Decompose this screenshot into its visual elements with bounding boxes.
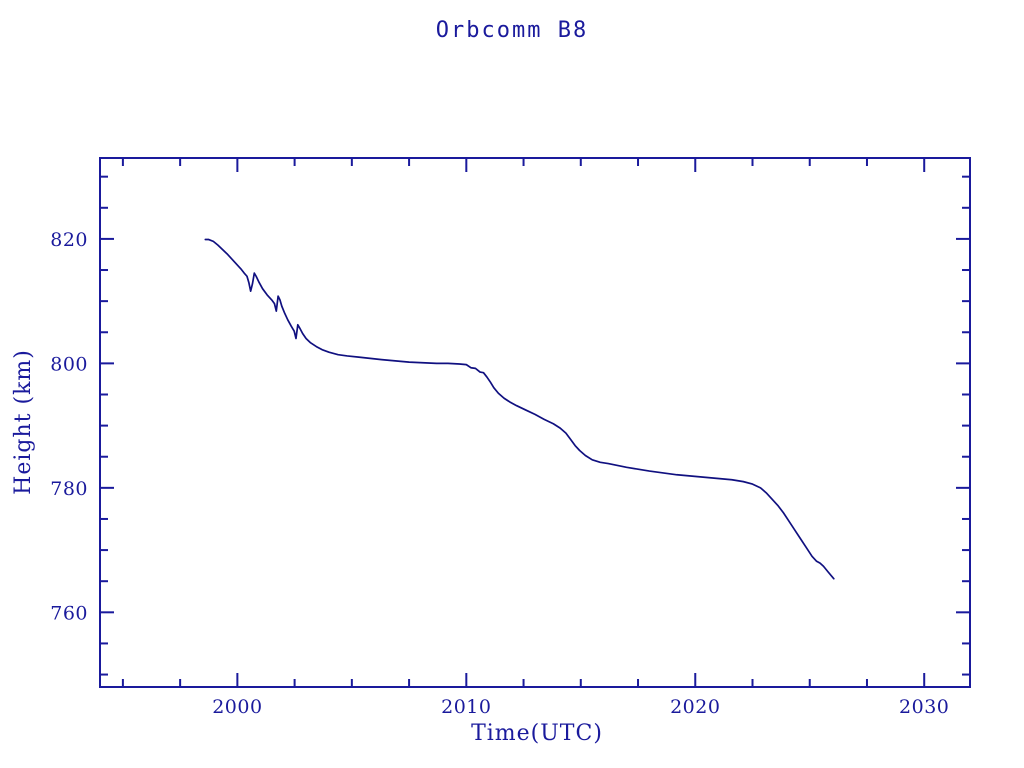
y-axis-tick-labels: 760 780 800 820 bbox=[50, 229, 88, 624]
x-axis-tick-labels: 2000 2010 2020 2030 bbox=[212, 696, 949, 718]
chart-title: Orbcomm B8 bbox=[436, 18, 588, 43]
y-tick-label: 820 bbox=[50, 229, 88, 251]
y-tick-label: 800 bbox=[50, 353, 88, 375]
x-tick-label: 2020 bbox=[670, 696, 720, 718]
plot-frame bbox=[99, 157, 971, 688]
height-series-line bbox=[204, 238, 835, 580]
x-axis-ticks bbox=[121, 158, 926, 687]
x-tick-label: 2010 bbox=[441, 696, 491, 718]
x-axis-title: Time(UTC) bbox=[471, 721, 603, 746]
y-tick-label: 780 bbox=[50, 478, 88, 500]
x-tick-label: 2030 bbox=[899, 696, 949, 718]
x-tick-label: 2000 bbox=[212, 696, 262, 718]
y-tick-label: 760 bbox=[50, 602, 88, 624]
y-axis-title: Height (km) bbox=[11, 349, 36, 495]
y-axis-ticks bbox=[100, 175, 970, 676]
